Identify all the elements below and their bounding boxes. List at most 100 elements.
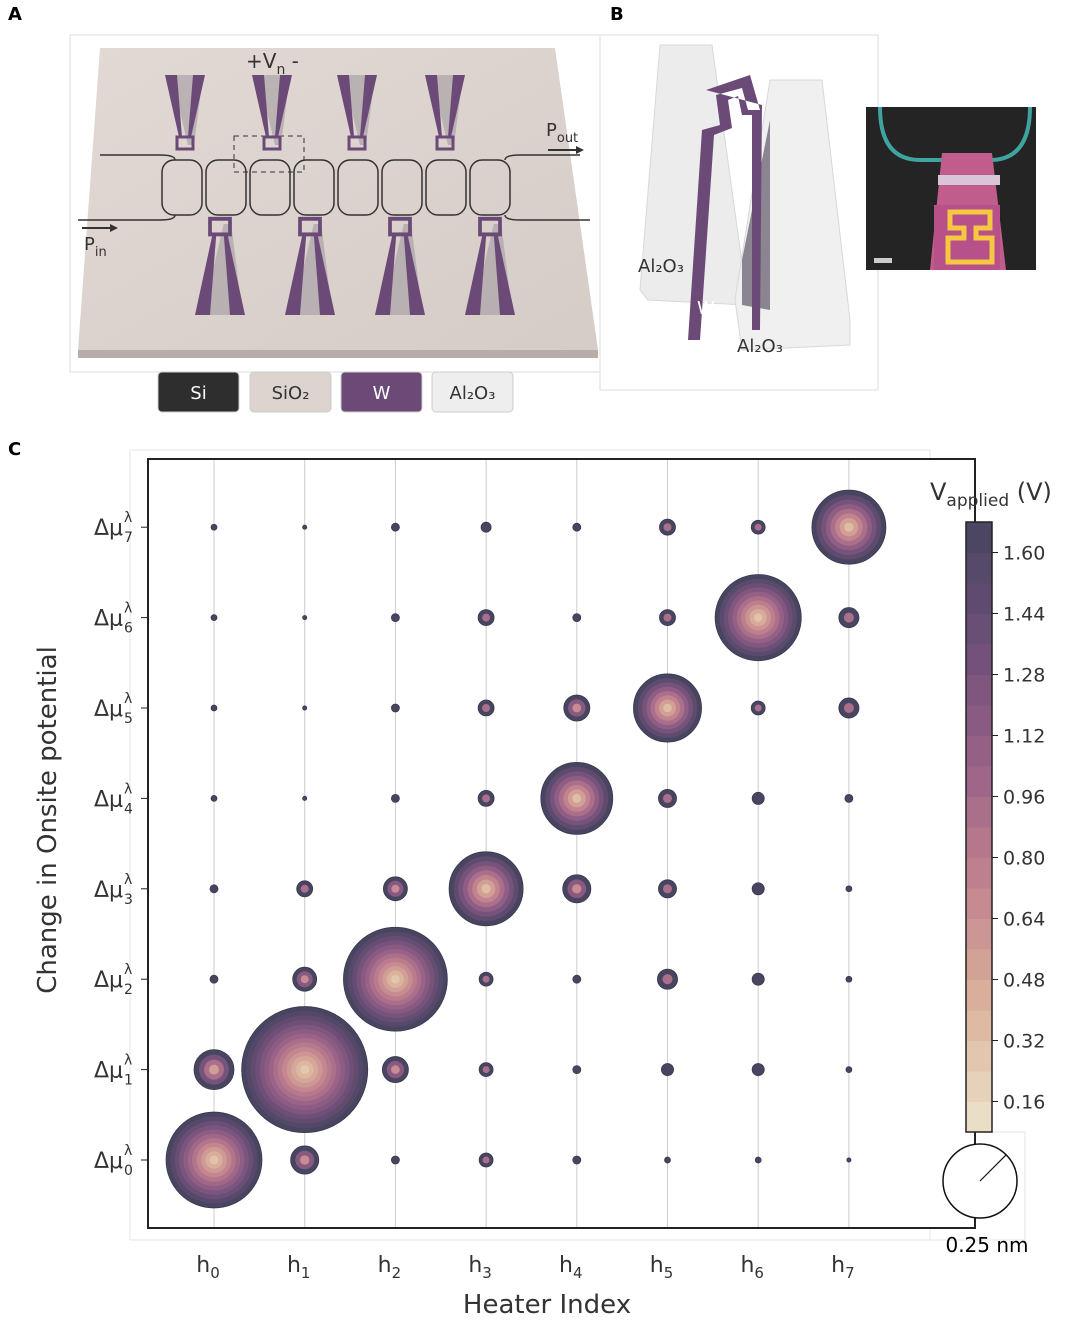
contour-ring bbox=[210, 1156, 219, 1165]
contour-ring bbox=[301, 975, 309, 983]
bubble-outer bbox=[755, 1157, 761, 1163]
bubble-outer bbox=[846, 1067, 852, 1073]
y-tick-label: Δμ bbox=[94, 878, 123, 903]
bubble bbox=[755, 1157, 761, 1163]
bubble-outer bbox=[391, 704, 399, 712]
text-part: P bbox=[546, 120, 557, 141]
material-callout: Al₂O₃ bbox=[737, 336, 783, 357]
colorbar-band bbox=[966, 1041, 992, 1072]
bubble bbox=[657, 969, 677, 989]
panel-label: C bbox=[8, 439, 21, 460]
y-tick-label: Δμ bbox=[94, 697, 123, 722]
y-tick-label: Δμ bbox=[94, 516, 123, 541]
contour-ring bbox=[391, 885, 399, 893]
bubble bbox=[303, 706, 307, 710]
bubble bbox=[478, 790, 494, 806]
bubble bbox=[211, 615, 217, 621]
contour-ring bbox=[755, 524, 762, 531]
material-callout: W bbox=[697, 298, 715, 319]
colorbar-tick-label: 0.16 bbox=[1003, 1092, 1045, 1114]
panel-a-art bbox=[70, 35, 600, 372]
bubble-outer bbox=[211, 615, 217, 621]
bubble bbox=[573, 523, 581, 531]
bubble bbox=[847, 1158, 851, 1162]
contour-ring bbox=[664, 523, 672, 531]
colorbar-tick-label: 0.32 bbox=[1003, 1031, 1045, 1053]
bubble-outer bbox=[573, 614, 581, 622]
contour-ring bbox=[300, 1065, 309, 1074]
bubble bbox=[715, 575, 801, 661]
text-part: P bbox=[84, 234, 95, 255]
text-part: +V bbox=[246, 49, 277, 73]
bubble-outer bbox=[211, 795, 217, 801]
bubble bbox=[242, 1007, 368, 1133]
bubble-outer bbox=[752, 792, 764, 804]
bubble-outer bbox=[573, 1066, 581, 1074]
contour-ring bbox=[662, 974, 672, 984]
colorbar-band bbox=[966, 736, 992, 767]
y-tick-label: Δμ bbox=[94, 1149, 123, 1174]
text-part: h bbox=[740, 1253, 754, 1278]
panel-b-art bbox=[600, 35, 1036, 390]
bubble bbox=[343, 927, 447, 1031]
bubble bbox=[839, 608, 859, 628]
contour-ring bbox=[483, 1066, 490, 1073]
bubble-outer bbox=[391, 523, 399, 531]
y-tick-label: Δμ bbox=[94, 1059, 123, 1084]
bubble bbox=[297, 881, 313, 897]
y-tick-sup: λ bbox=[124, 1143, 132, 1159]
colorbar-tick-label: 0.96 bbox=[1003, 787, 1045, 809]
text-part: h bbox=[378, 1253, 392, 1278]
contour-ring bbox=[209, 1065, 219, 1075]
bubble bbox=[658, 789, 676, 807]
colorbar-tick-label: 1.60 bbox=[1003, 543, 1045, 565]
x-tick-label: h3 bbox=[468, 1253, 492, 1282]
colorbar-band bbox=[966, 1010, 992, 1041]
bubble bbox=[751, 520, 765, 534]
contour-ring bbox=[300, 1155, 309, 1164]
x-tick-label: h0 bbox=[196, 1253, 220, 1282]
bubble bbox=[839, 698, 859, 718]
bubble bbox=[391, 614, 399, 622]
text-part: n bbox=[276, 62, 285, 78]
contour-ring bbox=[663, 884, 672, 893]
text-part: h bbox=[559, 1253, 573, 1278]
text-part: 1 bbox=[301, 1264, 311, 1282]
material-callout: Al₂O₃ bbox=[638, 256, 684, 277]
bubble bbox=[291, 1146, 319, 1174]
bubble bbox=[481, 522, 491, 532]
text-part: 3 bbox=[482, 1264, 492, 1282]
bubble bbox=[391, 704, 399, 712]
bubble bbox=[194, 1050, 234, 1090]
contour-ring bbox=[481, 884, 490, 893]
bubble bbox=[210, 885, 218, 893]
panel-label: A bbox=[8, 4, 22, 25]
text-part: 2 bbox=[392, 1264, 402, 1282]
y-tick-sub: 2 bbox=[124, 982, 133, 998]
bubble bbox=[665, 1157, 671, 1163]
contour-ring bbox=[391, 1065, 400, 1074]
contour-ring bbox=[754, 613, 763, 622]
text-part: h bbox=[468, 1253, 482, 1278]
text-part: h bbox=[831, 1253, 845, 1278]
bubble bbox=[479, 1153, 493, 1167]
text-part: 4 bbox=[573, 1264, 583, 1282]
bubble-outer bbox=[665, 1157, 671, 1163]
bubble-outer bbox=[752, 883, 764, 895]
text-part: h bbox=[287, 1253, 301, 1278]
bubble bbox=[846, 1067, 852, 1073]
bubble bbox=[845, 794, 853, 802]
text-part: - bbox=[285, 49, 299, 73]
bubble bbox=[303, 525, 307, 529]
bubble bbox=[541, 762, 613, 834]
x-tick-label: h7 bbox=[831, 1253, 855, 1282]
bubble bbox=[293, 967, 317, 991]
colorbar-band bbox=[966, 766, 992, 797]
bubble bbox=[211, 705, 217, 711]
text-part: h bbox=[650, 1253, 664, 1278]
bubble bbox=[211, 795, 217, 801]
y-tick-sub: 5 bbox=[124, 711, 133, 727]
bubble-outer bbox=[846, 976, 852, 982]
bubble bbox=[383, 877, 407, 901]
contour-ring bbox=[482, 794, 490, 802]
